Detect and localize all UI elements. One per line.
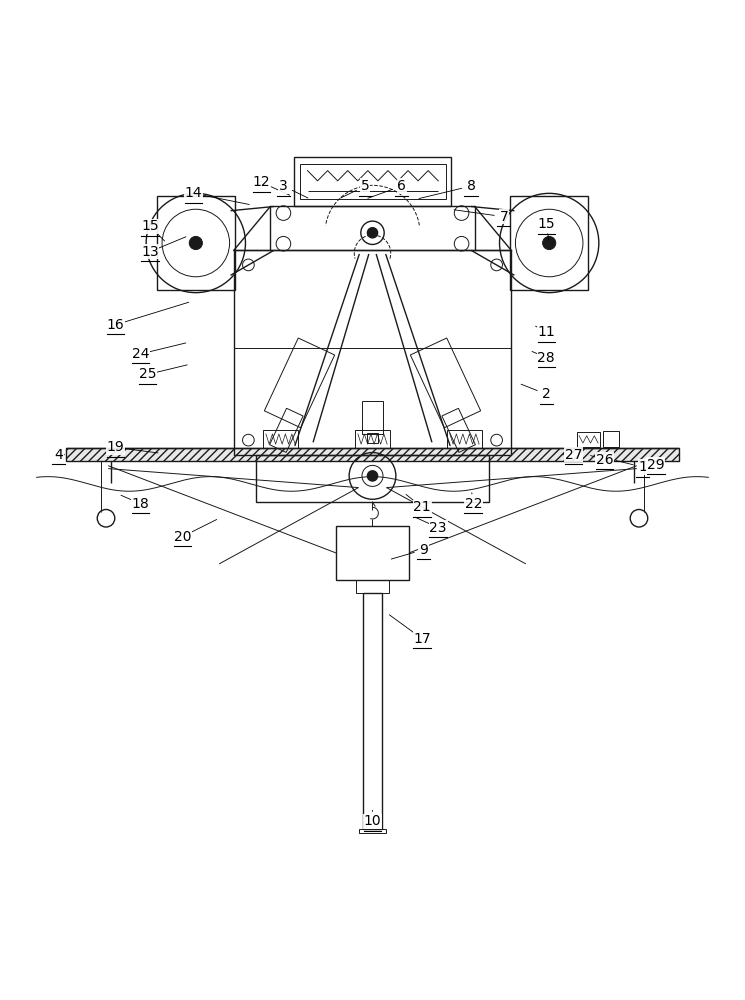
Bar — [603, 431, 619, 447]
Text: 8: 8 — [466, 179, 475, 193]
Bar — [359, 829, 386, 833]
Bar — [510, 196, 588, 290]
Text: 24: 24 — [132, 347, 149, 361]
Bar — [270, 408, 303, 452]
Bar — [577, 432, 600, 447]
Bar — [263, 430, 298, 448]
Text: 9: 9 — [419, 543, 428, 557]
Text: 6: 6 — [397, 179, 406, 193]
Text: 2: 2 — [542, 387, 551, 401]
Bar — [336, 526, 409, 580]
Bar — [410, 338, 481, 428]
Bar — [256, 455, 489, 502]
Text: 13: 13 — [141, 245, 159, 259]
Bar — [442, 408, 475, 452]
Text: 18: 18 — [131, 497, 149, 511]
Bar — [234, 250, 511, 455]
Text: 1: 1 — [638, 460, 647, 474]
Bar — [447, 430, 482, 448]
Text: 20: 20 — [174, 530, 191, 544]
Text: 22: 22 — [464, 497, 482, 511]
Bar — [270, 206, 475, 250]
Bar — [367, 433, 378, 443]
Bar — [300, 164, 446, 199]
Text: 5: 5 — [361, 179, 370, 193]
Text: 12: 12 — [253, 175, 270, 189]
Text: 16: 16 — [107, 318, 124, 332]
Text: 11: 11 — [537, 325, 555, 339]
Bar — [66, 448, 679, 461]
Text: 3: 3 — [279, 179, 288, 193]
Text: 23: 23 — [429, 521, 447, 535]
Text: 25: 25 — [139, 367, 156, 381]
Text: 26: 26 — [596, 453, 613, 467]
Circle shape — [367, 471, 378, 481]
Bar — [362, 401, 383, 434]
Text: 7: 7 — [500, 210, 508, 224]
Text: 15: 15 — [537, 217, 555, 231]
Bar — [264, 338, 335, 428]
Text: 15: 15 — [141, 219, 159, 233]
Text: 28: 28 — [537, 351, 555, 365]
Text: 27: 27 — [565, 448, 582, 462]
Bar — [363, 593, 382, 829]
Text: 29: 29 — [647, 458, 665, 472]
Bar — [355, 430, 390, 448]
Bar — [355, 580, 390, 593]
Text: 21: 21 — [413, 500, 431, 514]
Text: 14: 14 — [185, 186, 203, 200]
Circle shape — [542, 236, 556, 250]
Circle shape — [189, 236, 203, 250]
Text: 10: 10 — [364, 814, 381, 828]
Bar — [294, 157, 451, 206]
Bar — [157, 196, 235, 290]
Text: 17: 17 — [413, 632, 431, 646]
Text: 4: 4 — [54, 448, 63, 462]
Text: 19: 19 — [107, 440, 124, 454]
Circle shape — [367, 228, 378, 238]
